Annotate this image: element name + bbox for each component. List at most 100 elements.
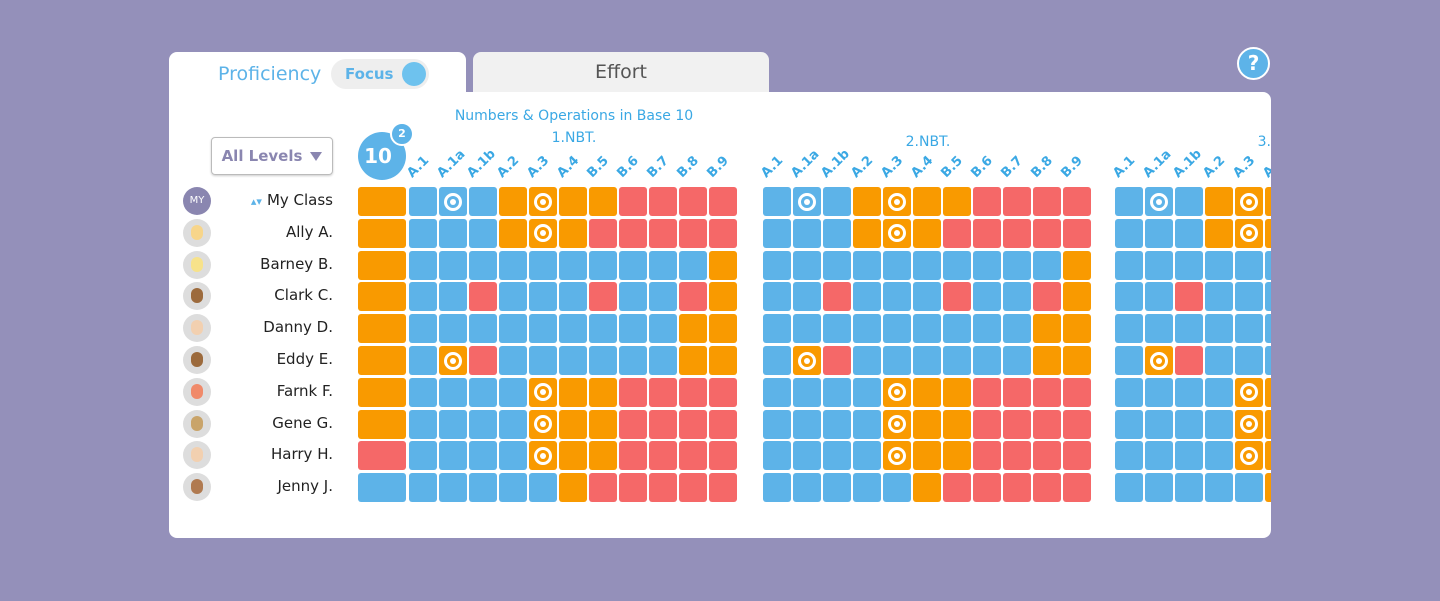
proficiency-cell[interactable] (943, 377, 971, 407)
column-header[interactable]: A.4 (1260, 153, 1271, 181)
proficiency-cell[interactable] (853, 409, 881, 439)
proficiency-cell[interactable] (1175, 314, 1203, 344)
proficiency-cell[interactable] (559, 473, 587, 503)
proficiency-cell[interactable] (1003, 187, 1031, 216)
proficiency-cell[interactable] (913, 282, 941, 312)
column-header[interactable]: B.6 (968, 153, 996, 181)
column-header[interactable]: A.1 (758, 153, 787, 181)
proficiency-cell[interactable] (529, 187, 557, 216)
student-row-label[interactable]: Jenny J. (169, 473, 333, 502)
column-header[interactable]: B.7 (644, 153, 672, 181)
proficiency-cell[interactable] (499, 346, 527, 375)
proficiency-cell[interactable] (679, 377, 707, 407)
proficiency-cell[interactable] (1115, 250, 1143, 280)
summary-cell[interactable] (358, 377, 406, 407)
proficiency-cell[interactable] (1175, 250, 1203, 280)
proficiency-cell[interactable] (649, 409, 677, 439)
proficiency-cell[interactable] (439, 377, 467, 407)
proficiency-cell[interactable] (823, 218, 851, 248)
proficiency-cell[interactable] (763, 441, 791, 471)
proficiency-cell[interactable] (559, 346, 587, 375)
proficiency-cell[interactable] (1003, 346, 1031, 375)
proficiency-cell[interactable] (499, 187, 527, 216)
column-header[interactable]: B.7 (998, 153, 1026, 181)
student-row-label[interactable]: MY ▴▾ My Class (169, 187, 333, 216)
proficiency-cell[interactable] (619, 282, 647, 312)
tab-proficiency[interactable]: Proficiency Focus (169, 52, 466, 96)
proficiency-cell[interactable] (973, 187, 1001, 216)
proficiency-cell[interactable] (649, 314, 677, 344)
column-header[interactable]: A.1a (788, 147, 823, 181)
proficiency-cell[interactable] (1115, 441, 1143, 471)
proficiency-cell[interactable] (973, 250, 1001, 280)
proficiency-cell[interactable] (709, 218, 737, 248)
student-row-label[interactable]: Clark C. (169, 282, 333, 311)
proficiency-cell[interactable] (529, 377, 557, 407)
proficiency-cell[interactable] (499, 314, 527, 344)
proficiency-cell[interactable] (589, 409, 617, 439)
proficiency-cell[interactable] (439, 409, 467, 439)
proficiency-cell[interactable] (1063, 187, 1091, 216)
proficiency-cell[interactable] (913, 314, 941, 344)
proficiency-cell[interactable] (1145, 377, 1173, 407)
proficiency-cell[interactable] (619, 218, 647, 248)
proficiency-cell[interactable] (1145, 187, 1173, 216)
proficiency-cell[interactable] (469, 377, 497, 407)
proficiency-cell[interactable] (679, 473, 707, 503)
proficiency-cell[interactable] (649, 282, 677, 312)
proficiency-cell[interactable] (1145, 314, 1173, 344)
summary-cell[interactable] (358, 409, 406, 439)
proficiency-cell[interactable] (973, 314, 1001, 344)
proficiency-cell[interactable] (499, 282, 527, 312)
proficiency-cell[interactable] (973, 218, 1001, 248)
column-header[interactable]: B.5 (584, 153, 612, 181)
proficiency-cell[interactable] (529, 346, 557, 375)
proficiency-cell[interactable] (1235, 473, 1263, 503)
proficiency-cell[interactable] (793, 346, 821, 375)
proficiency-cell[interactable] (1265, 187, 1271, 216)
proficiency-cell[interactable] (973, 473, 1001, 503)
student-row-label[interactable]: Eddy E. (169, 346, 333, 375)
proficiency-cell[interactable] (1265, 473, 1271, 503)
proficiency-cell[interactable] (1175, 409, 1203, 439)
proficiency-cell[interactable] (679, 346, 707, 375)
proficiency-cell[interactable] (1033, 314, 1061, 344)
proficiency-cell[interactable] (973, 282, 1001, 312)
proficiency-cell[interactable] (649, 218, 677, 248)
proficiency-cell[interactable] (1205, 441, 1233, 471)
proficiency-cell[interactable] (409, 282, 437, 312)
proficiency-cell[interactable] (793, 187, 821, 216)
proficiency-cell[interactable] (1033, 187, 1061, 216)
proficiency-cell[interactable] (823, 377, 851, 407)
column-header[interactable]: A.1 (404, 153, 433, 181)
proficiency-cell[interactable] (1063, 218, 1091, 248)
proficiency-cell[interactable] (649, 250, 677, 280)
proficiency-cell[interactable] (793, 282, 821, 312)
proficiency-cell[interactable] (619, 377, 647, 407)
proficiency-cell[interactable] (589, 282, 617, 312)
proficiency-cell[interactable] (559, 314, 587, 344)
proficiency-cell[interactable] (469, 187, 497, 216)
column-header[interactable]: A.1a (1140, 147, 1175, 181)
proficiency-cell[interactable] (469, 409, 497, 439)
column-header[interactable]: B.6 (614, 153, 642, 181)
student-row-label[interactable]: Barney B. (169, 250, 333, 280)
proficiency-cell[interactable] (1205, 282, 1233, 312)
proficiency-cell[interactable] (763, 377, 791, 407)
proficiency-cell[interactable] (883, 218, 911, 248)
proficiency-cell[interactable] (943, 346, 971, 375)
proficiency-cell[interactable] (559, 187, 587, 216)
proficiency-cell[interactable] (649, 473, 677, 503)
student-row-label[interactable]: Ally A. (169, 218, 333, 248)
proficiency-cell[interactable] (409, 441, 437, 471)
proficiency-cell[interactable] (469, 282, 497, 312)
proficiency-cell[interactable] (499, 409, 527, 439)
proficiency-cell[interactable] (883, 250, 911, 280)
proficiency-cell[interactable] (709, 409, 737, 439)
proficiency-cell[interactable] (589, 377, 617, 407)
proficiency-cell[interactable] (529, 409, 557, 439)
proficiency-cell[interactable] (973, 441, 1001, 471)
proficiency-cell[interactable] (853, 473, 881, 503)
proficiency-cell[interactable] (439, 473, 467, 503)
proficiency-cell[interactable] (883, 377, 911, 407)
